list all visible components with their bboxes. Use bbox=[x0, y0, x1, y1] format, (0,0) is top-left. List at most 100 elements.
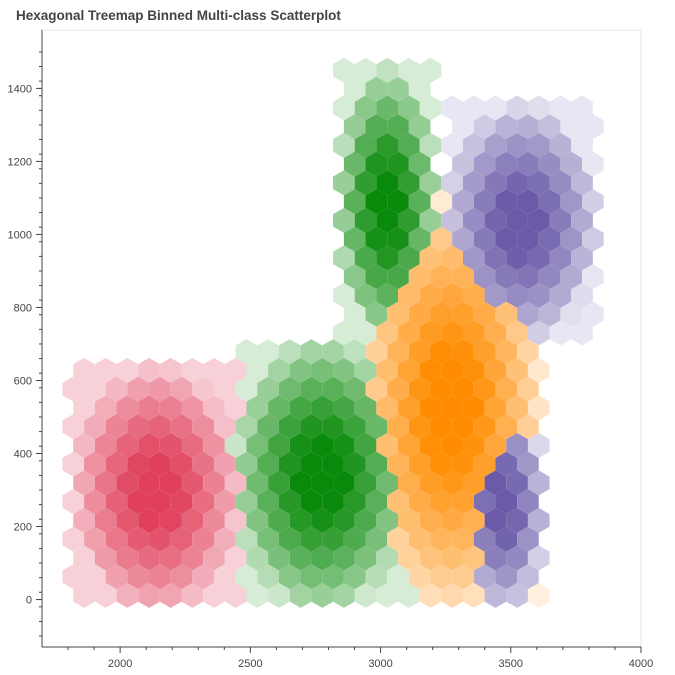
hex-bin bbox=[94, 432, 117, 458]
hex-bin bbox=[408, 301, 431, 327]
hex-bin bbox=[560, 189, 583, 215]
hex-bin bbox=[235, 489, 258, 515]
hex-bin bbox=[387, 264, 409, 290]
axes: 2000 2500 3000 3500 4000 0 200 400 600 800 1000 120… bbox=[8, 30, 653, 670]
hex-bin bbox=[127, 376, 150, 402]
hex-bin bbox=[127, 526, 150, 552]
hex-bin bbox=[192, 414, 214, 440]
hex-bin bbox=[387, 301, 409, 327]
hex-bin bbox=[441, 582, 463, 608]
hex-bin bbox=[408, 414, 431, 440]
hex-bin bbox=[452, 414, 474, 440]
hex-bin bbox=[116, 582, 139, 608]
y-tick-label: 400 bbox=[14, 449, 32, 461]
hex-bin bbox=[527, 470, 550, 496]
hex-bin bbox=[506, 545, 528, 571]
hex-bin bbox=[300, 451, 323, 477]
chart-title: Hexagonal Treemap Binned Multi-class Sca… bbox=[16, 8, 341, 23]
hex-bin bbox=[408, 264, 431, 290]
hex-bin bbox=[387, 226, 409, 252]
hex-bin bbox=[268, 507, 290, 533]
hex-bin bbox=[527, 507, 550, 533]
hex-bin bbox=[398, 132, 420, 158]
hex-bin bbox=[462, 545, 485, 571]
hex-bin bbox=[268, 395, 290, 421]
hex-bin bbox=[354, 282, 377, 308]
hex-bin bbox=[354, 545, 377, 571]
hex-bin bbox=[517, 264, 539, 290]
hex-bin bbox=[376, 582, 399, 608]
hex-bin bbox=[473, 451, 496, 477]
hex-bin bbox=[473, 226, 496, 252]
hex-bin bbox=[484, 320, 507, 346]
hex-bin bbox=[289, 507, 312, 533]
hex-bin bbox=[430, 414, 453, 440]
hex-bin bbox=[116, 357, 139, 383]
hex-bin bbox=[517, 564, 539, 590]
hex-bin bbox=[538, 151, 561, 177]
hex-bin bbox=[506, 357, 528, 383]
hex-bin bbox=[181, 470, 204, 496]
hex-bin bbox=[419, 582, 442, 608]
hex-bin bbox=[462, 207, 485, 233]
hex-bin bbox=[419, 170, 442, 196]
hex-bin bbox=[549, 170, 572, 196]
hex-bin bbox=[376, 95, 399, 121]
hex-bin bbox=[268, 357, 290, 383]
hex-bin bbox=[149, 564, 171, 590]
hex-bin bbox=[84, 451, 106, 477]
hex-bin bbox=[170, 451, 193, 477]
hex-bin bbox=[473, 489, 496, 515]
hex-bin bbox=[484, 395, 507, 421]
hex-bin bbox=[343, 526, 366, 552]
hex-bin bbox=[365, 301, 388, 327]
hex-bin bbox=[495, 114, 518, 140]
hex-bin bbox=[517, 114, 539, 140]
hex-bin bbox=[473, 301, 496, 327]
hex-bin bbox=[473, 114, 496, 140]
hex-bin bbox=[343, 339, 366, 365]
hex-bin bbox=[484, 582, 507, 608]
hex-bin bbox=[441, 132, 463, 158]
hex-bin bbox=[246, 582, 269, 608]
hex-bin bbox=[398, 357, 420, 383]
hex-bin bbox=[322, 526, 344, 552]
hex-bin bbox=[571, 170, 593, 196]
hex-bin bbox=[419, 320, 442, 346]
hex-bin bbox=[473, 564, 496, 590]
hex-bin bbox=[506, 245, 528, 271]
hex-bin bbox=[527, 95, 550, 121]
hex-bin bbox=[506, 582, 528, 608]
hex-bin bbox=[473, 414, 496, 440]
hex-bin bbox=[73, 470, 95, 496]
hex-bin bbox=[376, 320, 399, 346]
hex-bin bbox=[116, 545, 139, 571]
hex-bin bbox=[582, 114, 604, 140]
hex-bin bbox=[365, 564, 388, 590]
hex-bin bbox=[94, 357, 117, 383]
hex-bin bbox=[354, 132, 377, 158]
hex-bin bbox=[94, 395, 117, 421]
hex-bin bbox=[105, 489, 128, 515]
hex-bin bbox=[278, 526, 301, 552]
hex-bin bbox=[549, 95, 572, 121]
hex-bin bbox=[571, 282, 593, 308]
hex-bin bbox=[571, 95, 593, 121]
hex-bin bbox=[192, 526, 214, 552]
hex-bin bbox=[365, 489, 388, 515]
hex-bin bbox=[419, 245, 442, 271]
hex-bin bbox=[84, 526, 106, 552]
hex-bin bbox=[224, 357, 247, 383]
hex-bin bbox=[213, 376, 236, 402]
hex-bin bbox=[473, 526, 496, 552]
hex-bin bbox=[452, 301, 474, 327]
hex-bin bbox=[387, 376, 409, 402]
hex-bin bbox=[246, 545, 269, 571]
hex-bin bbox=[517, 339, 539, 365]
hex-bin bbox=[235, 564, 258, 590]
hex-bin bbox=[257, 526, 279, 552]
hex-bin bbox=[311, 582, 334, 608]
hex-bin bbox=[365, 151, 388, 177]
hex-bin bbox=[538, 301, 561, 327]
hex-bin bbox=[538, 264, 561, 290]
